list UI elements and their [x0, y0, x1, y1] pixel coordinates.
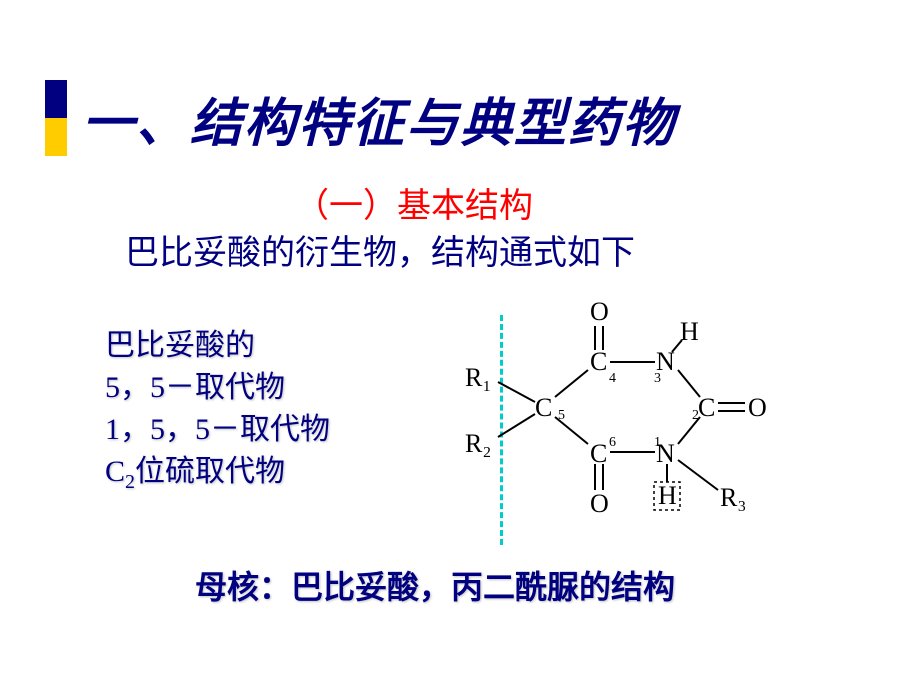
annotation-sub: 2	[125, 471, 135, 493]
atom-h-n3: H	[680, 317, 699, 346]
yellow-block	[45, 118, 67, 156]
annotation-group: 巴比妥酸的 5，5－取代物 1，5，5－取代物 C2位硫取代物	[105, 325, 330, 496]
title-bar: 一、结构特征与典型药物	[45, 80, 676, 156]
annotation-suffix: 位硫取代物	[135, 455, 285, 488]
title-color-blocks	[45, 80, 67, 156]
pos-1: 1	[654, 435, 661, 450]
annotation-line-3: 1，5，5－取代物	[105, 409, 330, 451]
annotation-line-1: 巴比妥酸的	[105, 325, 330, 367]
atom-o-top: O	[590, 302, 609, 326]
footer-text: 母核：巴比妥酸，丙二酰脲的结构	[195, 562, 675, 608]
chemical-structure: O O O C C C C N N H H R₁ R₂ R₃ 4 5 6 3 2…	[400, 302, 820, 547]
blue-block	[45, 80, 67, 118]
annotation-line-4: C2位硫取代物	[105, 451, 330, 496]
pos-4: 4	[609, 371, 616, 386]
atom-r2: R₂	[465, 429, 491, 458]
subtitle: （一）基本结构	[295, 178, 533, 227]
pos-6: 6	[609, 435, 616, 450]
description: 巴比妥酸的衍生物，结构通式如下	[125, 225, 635, 274]
atom-r3: R₃	[720, 483, 746, 512]
pos-5: 5	[558, 408, 565, 423]
structure-svg: O O O C C C C N N H H R₁ R₂ R₃ 4 5 6 3 2…	[400, 302, 820, 542]
pos-3: 3	[654, 371, 661, 386]
main-title: 一、结构特征与典型药物	[82, 81, 676, 156]
atom-c4: C	[590, 347, 607, 376]
annotation-prefix: C	[105, 455, 125, 488]
atom-c6: C	[590, 439, 607, 468]
atom-o-right: O	[748, 393, 767, 422]
atom-r1: R₁	[465, 363, 491, 392]
atom-o-bottom: O	[590, 489, 609, 518]
pos-2: 2	[692, 408, 699, 423]
annotation-line-2: 5，5－取代物	[105, 367, 330, 409]
atom-c2: C	[698, 393, 715, 422]
atom-h-n1: H	[658, 481, 677, 510]
atom-c5: C	[535, 393, 552, 422]
